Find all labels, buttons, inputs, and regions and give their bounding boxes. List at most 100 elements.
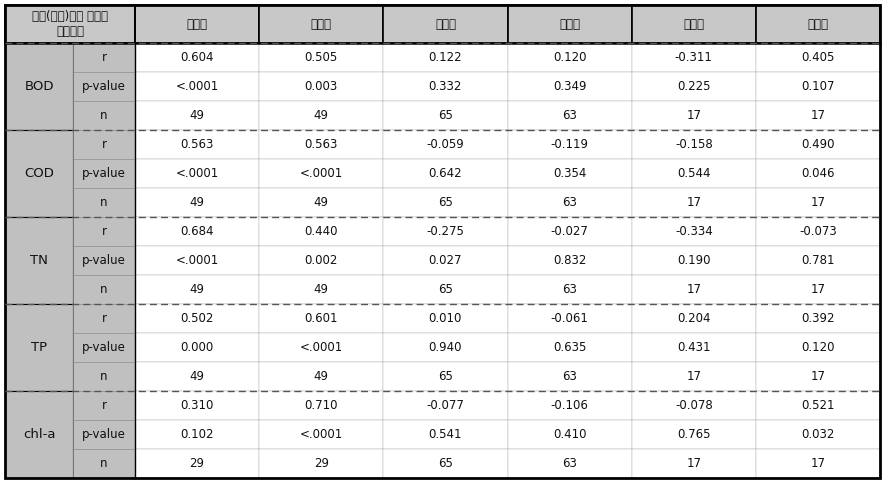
Text: 63: 63 [562,283,577,296]
Bar [507,72,632,101]
Text: 정석제: 정석제 [683,18,704,31]
Bar [507,304,632,333]
Text: -0.077: -0.077 [427,399,465,412]
Bar [135,188,259,217]
Bar [383,420,507,449]
Bar [383,159,507,188]
Bar [383,5,507,43]
Text: 63: 63 [562,370,577,383]
Text: 0.563: 0.563 [304,138,338,151]
Bar [383,72,507,101]
Bar [756,391,880,420]
Bar [383,130,507,159]
Text: 63: 63 [562,196,577,209]
Bar [73,217,135,246]
Text: 63: 63 [562,109,577,122]
Bar [259,188,383,217]
Text: p-value: p-value [82,254,126,267]
Text: 0.204: 0.204 [677,312,711,325]
Text: 0.541: 0.541 [428,428,462,441]
Text: TN: TN [30,254,48,267]
Text: 0.310: 0.310 [181,399,214,412]
Bar [73,159,135,188]
Bar [259,159,383,188]
Text: COD: COD [24,167,54,180]
Text: 0.190: 0.190 [677,254,711,267]
Bar [259,43,383,72]
Bar [632,275,756,304]
Bar [73,101,135,130]
Text: -0.158: -0.158 [675,138,712,151]
Bar [383,362,507,391]
Bar [135,362,259,391]
Bar [756,159,880,188]
Text: 0.832: 0.832 [553,254,586,267]
Text: 17: 17 [686,370,701,383]
Bar [73,420,135,449]
Text: <.0001: <.0001 [175,80,219,93]
Bar [259,304,383,333]
Bar [383,449,507,478]
Bar [135,246,259,275]
Text: -0.061: -0.061 [550,312,589,325]
Text: 0.107: 0.107 [801,80,835,93]
Text: 0.490: 0.490 [801,138,835,151]
Bar [73,43,135,72]
Bar [383,101,507,130]
Bar [756,5,880,43]
Text: 0.405: 0.405 [801,51,835,64]
Text: 0.392: 0.392 [801,312,835,325]
Bar [5,5,135,43]
Text: 0.601: 0.601 [304,312,338,325]
Bar [632,449,756,478]
Text: 65: 65 [438,283,453,296]
Text: 0.000: 0.000 [181,341,213,354]
Bar [507,420,632,449]
Text: <.0001: <.0001 [175,254,219,267]
Bar [507,362,632,391]
Text: p-value: p-value [82,341,126,354]
Bar [259,130,383,159]
Text: 0.544: 0.544 [677,167,711,180]
Bar [259,362,383,391]
Text: 0.032: 0.032 [801,428,835,441]
Bar [73,188,135,217]
Text: 0.440: 0.440 [304,225,338,238]
Bar [135,217,259,246]
Bar [73,246,135,275]
Text: 본류(우치)와의 항목별
상관계수: 본류(우치)와의 항목별 상관계수 [32,10,108,38]
Bar [383,188,507,217]
Text: n: n [100,283,108,296]
Bar [259,275,383,304]
Bar [756,420,880,449]
Bar [259,5,383,43]
Text: 0.505: 0.505 [304,51,338,64]
Text: r: r [102,51,106,64]
Text: 0.684: 0.684 [181,225,214,238]
Bar [73,333,135,362]
Bar [73,362,135,391]
Text: 65: 65 [438,109,453,122]
Text: -0.078: -0.078 [675,399,712,412]
Bar [73,130,135,159]
Bar [632,246,756,275]
Text: chl-a: chl-a [23,428,55,441]
Text: 0.122: 0.122 [428,51,462,64]
Bar [259,420,383,449]
Text: 운암제: 운암제 [807,18,828,31]
Bar [135,43,259,72]
Bar [383,43,507,72]
Bar [259,101,383,130]
Text: 0.410: 0.410 [553,428,587,441]
Bar [632,5,756,43]
Bar [632,43,756,72]
Text: 65: 65 [438,457,453,470]
Text: 29: 29 [314,457,328,470]
Text: -0.059: -0.059 [427,138,465,151]
Text: 오례천: 오례천 [187,18,208,31]
Text: 49: 49 [189,109,204,122]
Text: 0.781: 0.781 [801,254,835,267]
Text: n: n [100,370,108,383]
Text: 49: 49 [189,283,204,296]
Bar [383,217,507,246]
